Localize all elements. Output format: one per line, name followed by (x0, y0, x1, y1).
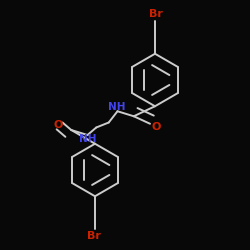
Text: O: O (54, 120, 63, 130)
Text: NH: NH (80, 134, 97, 144)
Text: O: O (152, 122, 161, 132)
Text: NH: NH (108, 102, 126, 112)
Text: Br: Br (149, 9, 163, 19)
Text: Br: Br (87, 231, 101, 241)
